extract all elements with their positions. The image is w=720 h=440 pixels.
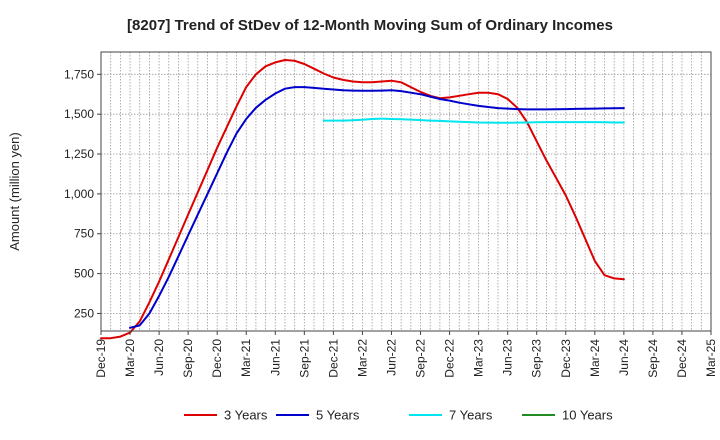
- plot-background: [101, 52, 711, 331]
- x-tick-label: Sep-22: [414, 339, 428, 378]
- y-tick-label: 1,750: [64, 67, 94, 81]
- x-tick-label: Dec-24: [675, 339, 689, 378]
- y-axis-label: Amount (million yen): [7, 132, 22, 251]
- series-line-7-years: [322, 117, 625, 124]
- x-tick-label: Jun-23: [501, 339, 515, 376]
- x-tick-label: Sep-20: [181, 339, 195, 378]
- legend-label-10-years: 10 Years: [562, 408, 613, 423]
- y-tick-label: 1,500: [64, 107, 94, 121]
- x-tick-label: Sep-24: [646, 339, 660, 378]
- x-tick-label: Jun-21: [268, 339, 282, 376]
- plot-frame: [100, 51, 712, 332]
- y-tick-label: 750: [74, 227, 94, 241]
- x-tick-label: Dec-20: [210, 339, 224, 378]
- chart-title: [8207] Trend of StDev of 12-Month Moving…: [127, 17, 613, 34]
- series-layer: [100, 59, 625, 340]
- y-tick-label: 500: [74, 267, 94, 281]
- x-tick-label: Jun-22: [384, 339, 398, 376]
- y-tick-label: 1,250: [64, 147, 94, 161]
- x-tick-label: Mar-22: [355, 339, 369, 377]
- x-tick-label: Mar-20: [123, 339, 137, 377]
- x-axis: Dec-19 Mar-20 Jun-20 Sep-20 Dec-20 Mar-21 Jun-…: [94, 331, 718, 378]
- y-axis: 250 500 750 1,000 1,250 1,500 1,750: [64, 67, 101, 320]
- x-tick-label: Mar-24: [588, 339, 602, 377]
- plot-area: [101, 52, 711, 331]
- x-tick-label: Dec-22: [443, 339, 457, 378]
- x-tick-label: Sep-21: [297, 339, 311, 378]
- y-tick-label: 250: [74, 306, 94, 320]
- x-tick-label: Dec-21: [326, 339, 340, 378]
- legend-label-3-years: 3 Years: [224, 408, 268, 423]
- grid-lines: [101, 52, 711, 331]
- legend-label-7-years: 7 Years: [449, 408, 493, 423]
- legend: 3 Years 5 Years 7 Years 10 Years: [184, 408, 613, 423]
- x-tick-label: Mar-23: [472, 339, 486, 377]
- x-tick-label: Jun-24: [617, 339, 631, 376]
- x-tick-label: Dec-23: [559, 339, 573, 378]
- x-tick-label: Mar-21: [239, 339, 253, 377]
- legend-label-5-years: 5 Years: [316, 408, 360, 423]
- series-line-5-years: [129, 86, 625, 329]
- x-tick-label: Jun-20: [152, 339, 166, 376]
- x-tick-label: Dec-19: [94, 339, 108, 378]
- y-tick-label: 1,000: [64, 187, 94, 201]
- x-tick-label: Sep-23: [530, 339, 544, 378]
- series-line-3-years: [100, 59, 625, 340]
- x-tick-label: Mar-25: [704, 339, 718, 377]
